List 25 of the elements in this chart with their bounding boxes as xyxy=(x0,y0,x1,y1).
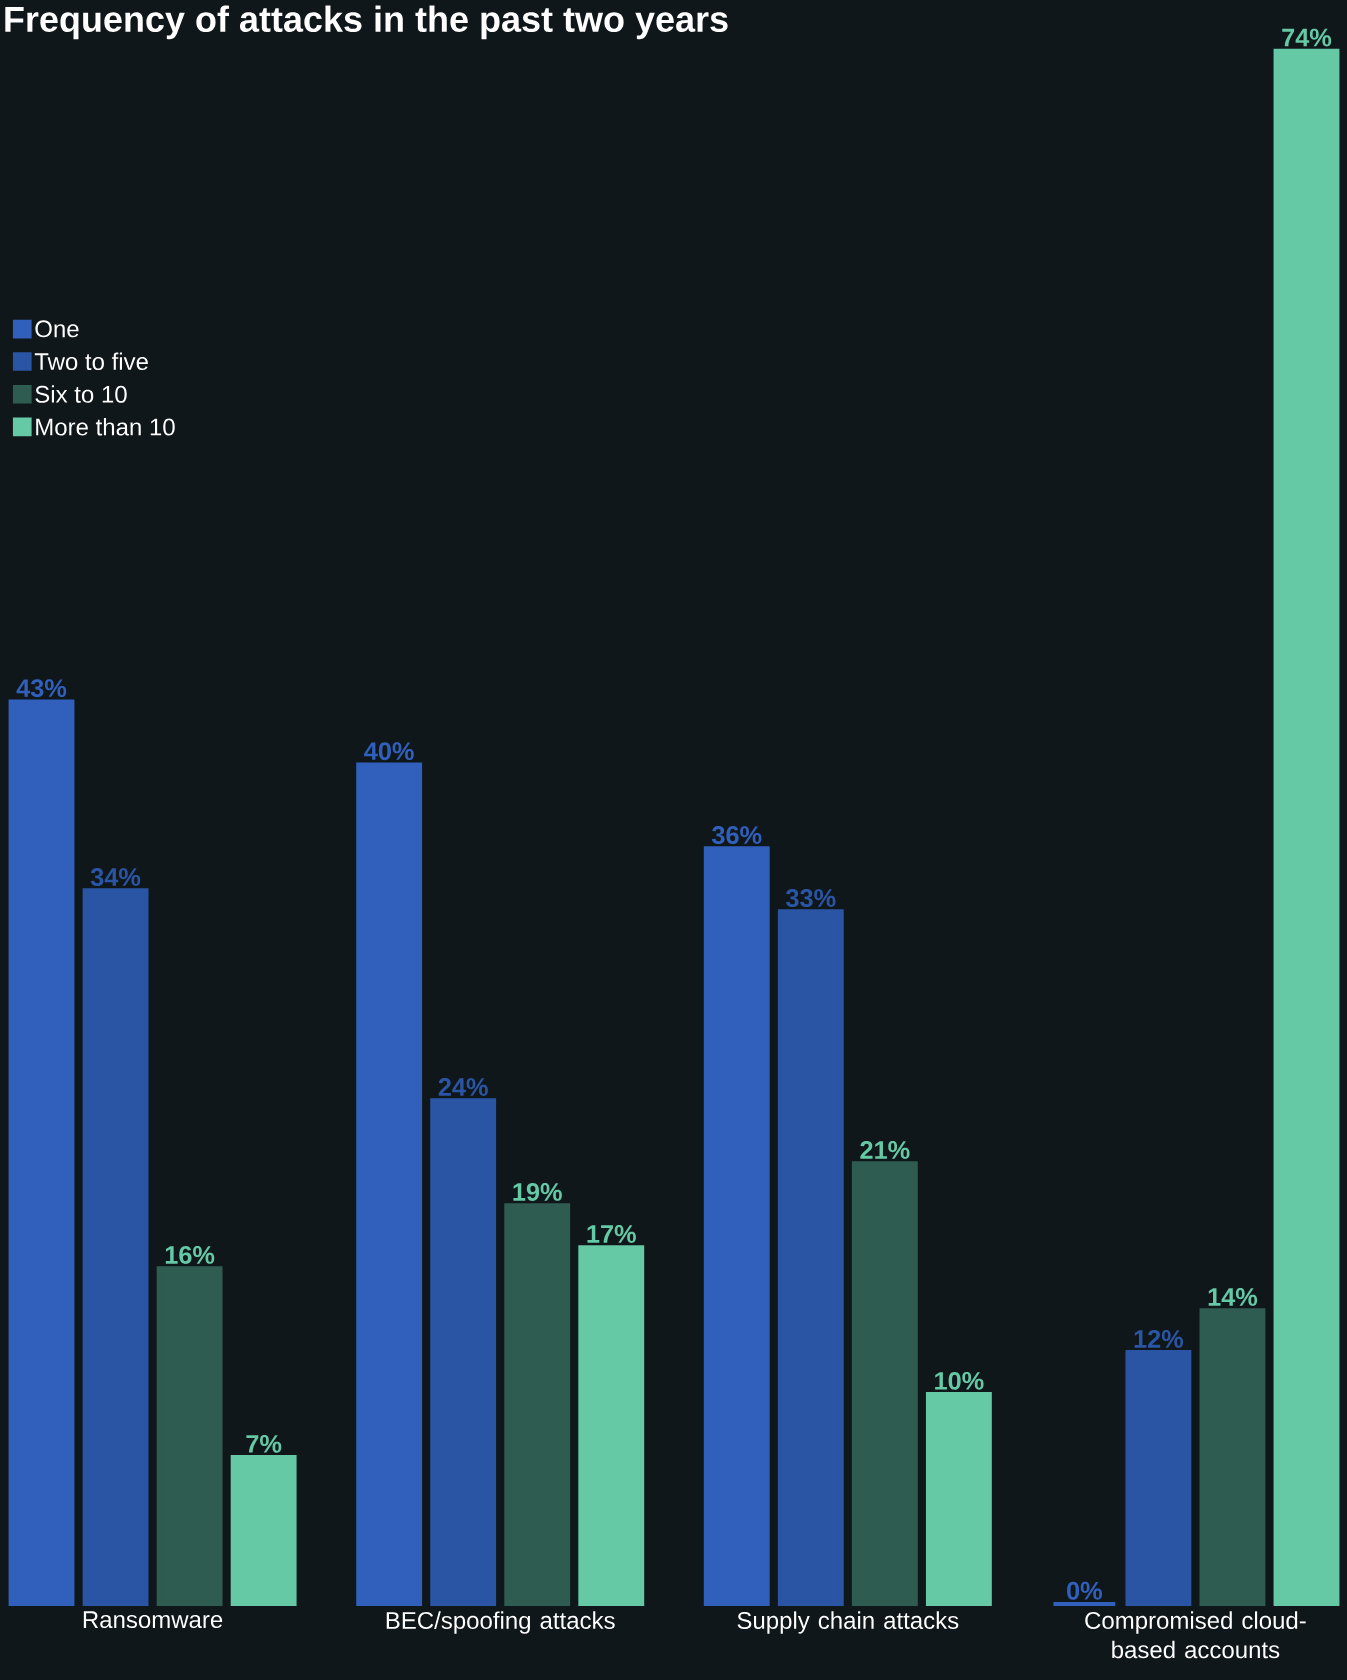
data-label: 14% xyxy=(1208,1288,1258,1306)
legend-label: Two to five xyxy=(34,352,148,371)
data-label: 34% xyxy=(90,868,141,887)
data-label: 43% xyxy=(16,679,67,698)
x-tick-label: Compromised cloud-based accounts xyxy=(1085,1611,1306,1659)
data-label: 24% xyxy=(438,1078,488,1096)
data-label: 36% xyxy=(711,826,762,845)
data-label: 16% xyxy=(165,1245,215,1264)
data-label: 21% xyxy=(860,1141,910,1159)
data-label: 33% xyxy=(786,889,836,908)
data-label: 12% xyxy=(1134,1329,1184,1348)
x-tick-label: Ransomware xyxy=(83,1611,223,1629)
data-label: 7% xyxy=(246,1434,282,1453)
data-label: 74% xyxy=(1282,28,1332,47)
legend-label: One xyxy=(35,320,79,338)
data-label: 10% xyxy=(935,1371,984,1390)
legend-label: More than 10 xyxy=(36,417,175,436)
x-tick-label: BEC/spoofing attacks xyxy=(386,1611,615,1634)
chart-title: Frequency of attacks in the past two years xyxy=(5,5,728,40)
data-label: 17% xyxy=(587,1225,636,1243)
data-label: 0% xyxy=(1067,1581,1102,1600)
data-label: 40% xyxy=(364,742,414,761)
legend-label: Six to 10 xyxy=(35,385,127,403)
x-tick-label: Supply chain attacks xyxy=(737,1611,959,1634)
data-label: 19% xyxy=(513,1182,562,1201)
